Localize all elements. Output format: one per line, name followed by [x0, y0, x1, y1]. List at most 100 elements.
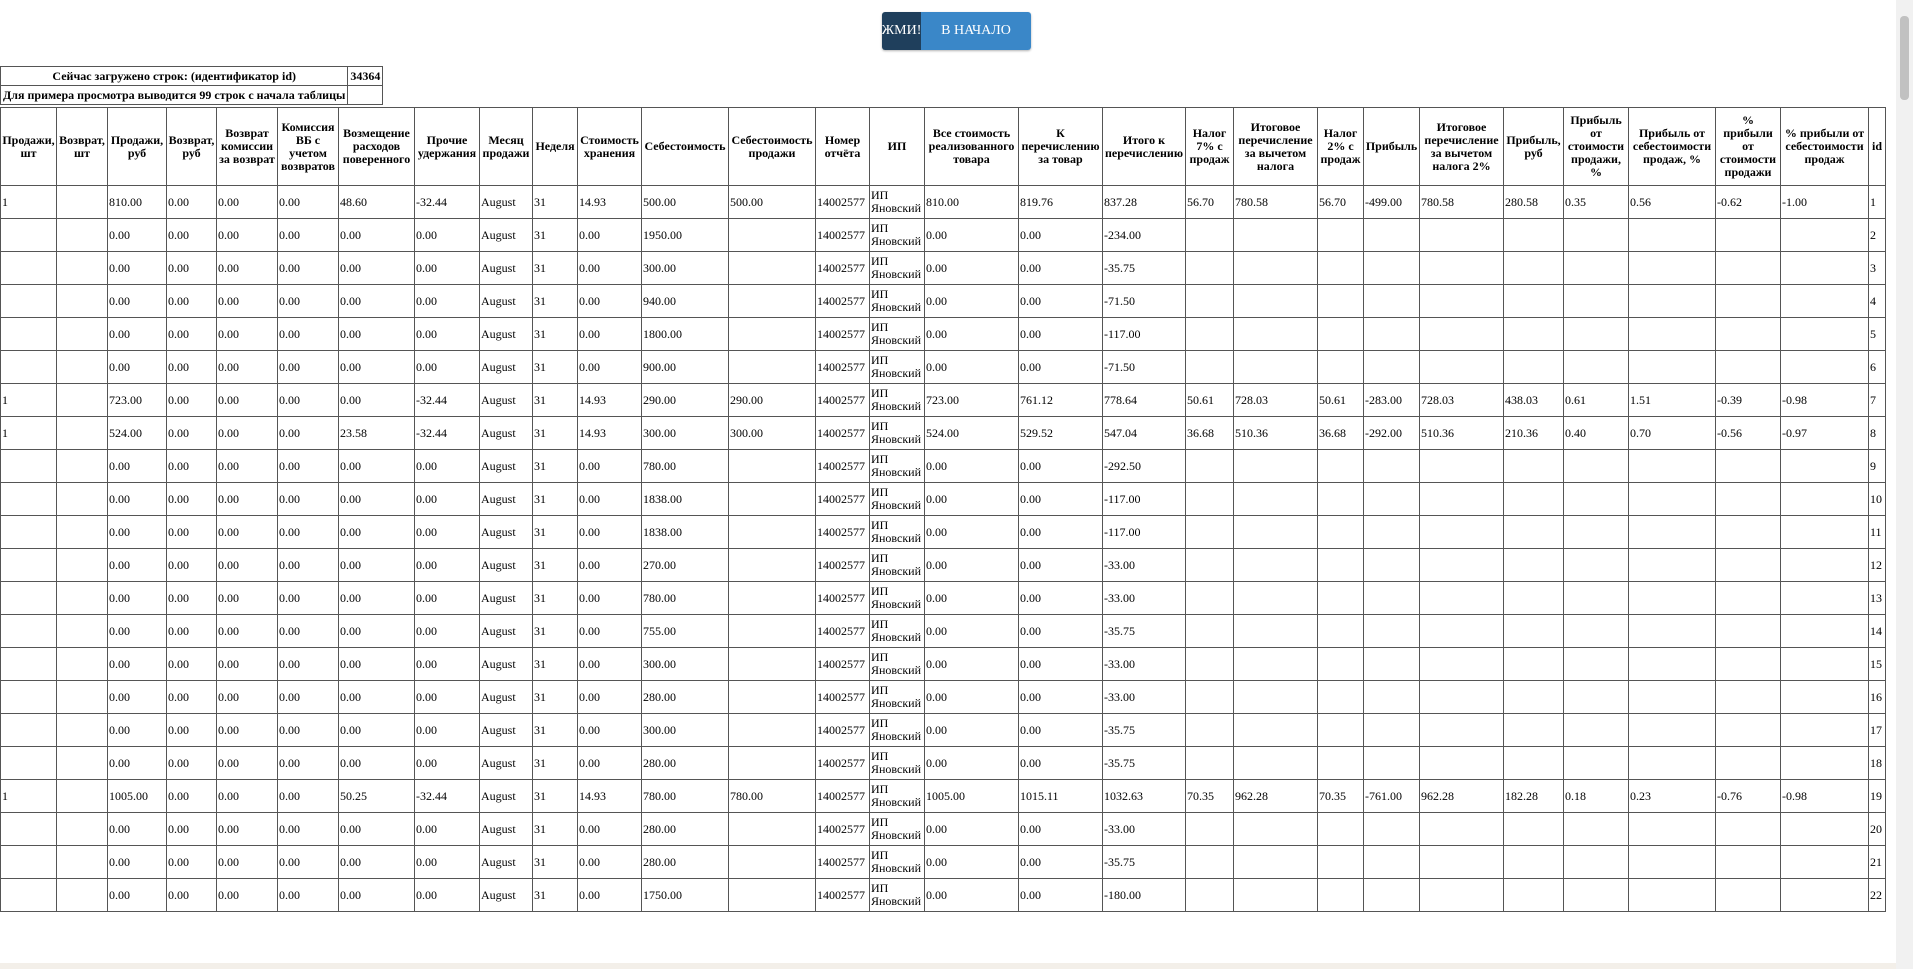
column-header: Итоговое перечисление за вычетом налога …	[1419, 107, 1504, 186]
empty-cell	[1563, 284, 1629, 318]
table-cell: 0.00	[1018, 317, 1103, 351]
empty-cell	[1363, 449, 1420, 483]
empty-cell	[1503, 284, 1564, 318]
table-cell: 780.58	[1233, 185, 1318, 219]
empty-cell	[1233, 251, 1318, 285]
empty-cell	[0, 614, 57, 648]
table-cell: 280.00	[641, 680, 729, 714]
table-cell: -292.00	[1363, 416, 1420, 450]
empty-cell	[1233, 812, 1318, 846]
table-cell: 14002577	[815, 746, 870, 780]
table-row: 0.00 0.00 0.00 0.00 0.00 0.00 August 31 0.00 1838…	[0, 482, 1886, 516]
table-cell: 0.00	[166, 383, 217, 417]
empty-cell	[1563, 581, 1629, 615]
info-label: Сейчас загружено строк: (идентификатор i…	[0, 66, 349, 86]
empty-cell	[1503, 317, 1564, 351]
table-cell: 0.00	[924, 581, 1019, 615]
table-cell: 14002577	[815, 647, 870, 681]
info-value: 34364	[347, 66, 384, 86]
push-button[interactable]: ЖМИ!	[882, 12, 921, 50]
table-cell: 0.00	[338, 581, 415, 615]
table-cell: August	[479, 350, 533, 384]
empty-cell	[1363, 647, 1420, 681]
column-header: Налог 2% с продаж	[1317, 107, 1364, 186]
table-cell: 761.12	[1018, 383, 1103, 417]
table-cell: 810.00	[107, 185, 167, 219]
table-cell: 31	[532, 548, 578, 582]
empty-cell	[56, 680, 108, 714]
column-header: id	[1868, 107, 1886, 186]
empty-cell	[1185, 515, 1234, 549]
empty-cell	[1715, 317, 1781, 351]
table-cell: 1	[0, 779, 57, 813]
table-cell: August	[479, 779, 533, 813]
empty-cell	[1715, 515, 1781, 549]
empty-cell	[1780, 251, 1869, 285]
table-cell: 962.28	[1419, 779, 1504, 813]
table-cell: 31	[532, 449, 578, 483]
empty-cell	[1419, 251, 1504, 285]
column-header: Итоговое перечисление за вычетом налога	[1233, 107, 1318, 186]
home-button[interactable]: В НАЧАЛО	[921, 12, 1031, 50]
table-cell: 0.00	[1018, 449, 1103, 483]
table-cell: 0.00	[107, 251, 167, 285]
table-cell: 300.00	[641, 416, 729, 450]
scrollbar-thumb[interactable]	[1900, 16, 1909, 100]
table-cell: 0.00	[577, 845, 642, 879]
table-cell: 182.28	[1503, 779, 1564, 813]
table-cell: 0.00	[577, 581, 642, 615]
empty-cell	[1780, 284, 1869, 318]
table-cell: 0.00	[338, 746, 415, 780]
table-cell: 0.00	[216, 416, 278, 450]
empty-cell	[1233, 581, 1318, 615]
column-header: Неделя	[532, 107, 578, 186]
table-cell: 0.00	[924, 482, 1019, 516]
table-cell: 14002577	[815, 284, 870, 318]
table-cell: 280.58	[1503, 185, 1564, 219]
table-cell: August	[479, 383, 533, 417]
table-cell: 14002577	[815, 779, 870, 813]
empty-cell	[1503, 449, 1564, 483]
scrollbar[interactable]	[1896, 0, 1913, 969]
table-cell: 0.00	[338, 548, 415, 582]
table-cell: 300.00	[728, 416, 816, 450]
empty-cell	[1503, 845, 1564, 879]
table-cell: -33.00	[1102, 581, 1186, 615]
empty-cell	[1715, 581, 1781, 615]
empty-cell	[1185, 713, 1234, 747]
table-cell: 31	[532, 251, 578, 285]
table-cell: 0.00	[414, 614, 480, 648]
empty-cell	[1503, 548, 1564, 582]
table-cell: 0.00	[216, 713, 278, 747]
empty-cell	[1503, 746, 1564, 780]
empty-cell	[1628, 317, 1716, 351]
column-header: Прочие удержания	[414, 107, 480, 186]
column-header: Итого к перечислению	[1102, 107, 1186, 186]
table-cell: 1005.00	[924, 779, 1019, 813]
table-cell: August	[479, 614, 533, 648]
table-cell: ИП Яновский	[869, 185, 925, 219]
empty-cell	[1317, 284, 1364, 318]
table-cell: ИП Яновский	[869, 449, 925, 483]
empty-cell	[1317, 713, 1364, 747]
table-row: 0.00 0.00 0.00 0.00 0.00 0.00 August 31 0.00 780.…	[0, 581, 1886, 615]
empty-cell	[1317, 317, 1364, 351]
table-cell: ИП Яновский	[869, 713, 925, 747]
empty-cell	[1503, 581, 1564, 615]
table-cell: 0.00	[1018, 680, 1103, 714]
table-row: 0.00 0.00 0.00 0.00 0.00 0.00 August 31 0.00 300.…	[0, 251, 1886, 285]
empty-cell	[728, 548, 816, 582]
table-cell: 0.00	[277, 548, 339, 582]
empty-cell	[1503, 515, 1564, 549]
table-cell: 0.00	[1018, 515, 1103, 549]
empty-cell	[1563, 251, 1629, 285]
empty-cell	[1628, 680, 1716, 714]
table-cell: 20	[1868, 812, 1886, 846]
empty-cell	[1233, 482, 1318, 516]
table-row: 0.00 0.00 0.00 0.00 0.00 0.00 August 31 0.00 300.…	[0, 713, 1886, 747]
table-cell: 0.00	[277, 647, 339, 681]
empty-cell	[1628, 548, 1716, 582]
empty-cell	[1780, 317, 1869, 351]
table-cell: ИП Яновский	[869, 416, 925, 450]
table-cell: -499.00	[1363, 185, 1420, 219]
